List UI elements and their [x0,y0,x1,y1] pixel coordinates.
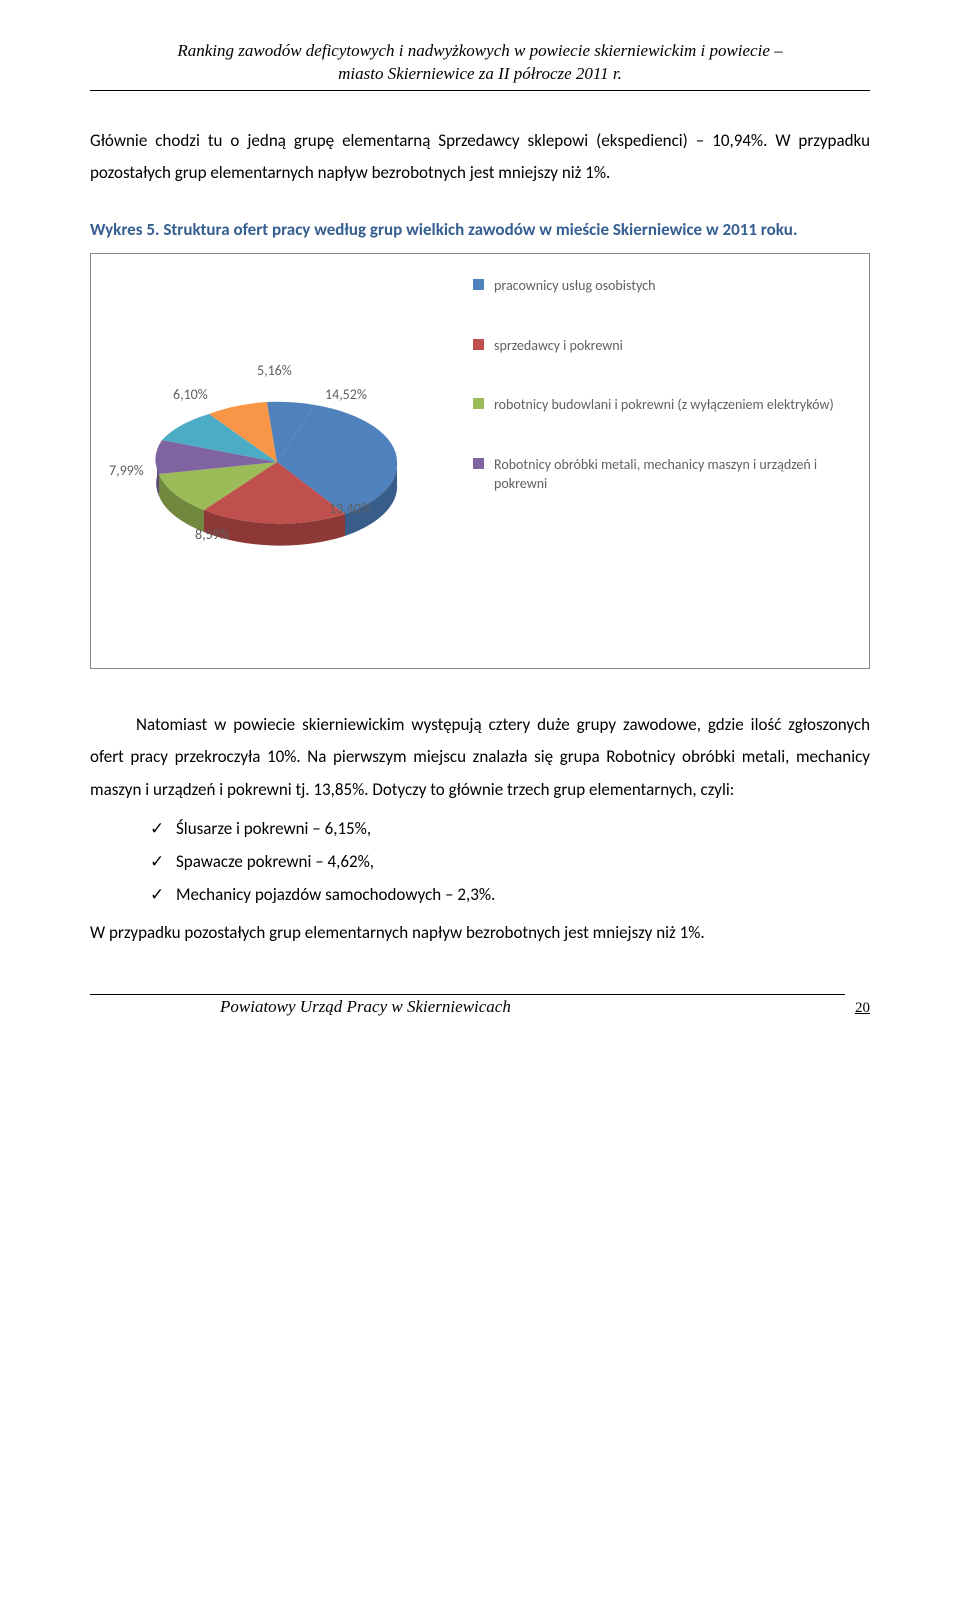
legend-text-2: robotnicy budowlani i pokrewni (z wyłącz… [494,395,834,415]
legend-swatch-2 [473,398,484,409]
page-footer: Powiatowy Urząd Pracy w Skierniewicach 2… [90,994,870,1017]
paragraph-1: Głównie chodzi tu o jedną grupę elementa… [90,125,870,190]
pie-chart: 14,52% 13,40% 8,59% 7,99% 6,10% 5,16% [107,332,447,632]
footer-page: 20 [845,1000,870,1017]
chart-title: Wykres 5. Struktura ofert pracy według g… [166,217,870,243]
chart-title-rest: Struktura ofert pracy według grup wielki… [163,219,797,240]
pie-label-859: 8,59% [195,526,230,543]
chart-title-prefix: Wykres 5. [90,219,163,240]
legend-swatch-1 [473,339,484,350]
bullet-1: Ślusarze i pokrewni – 6,15%, [150,812,870,845]
pie-label-799: 7,99% [109,462,144,479]
legend-item-0: pracownicy usług osobistych [473,276,853,296]
chart-legend: pracownicy usług osobistych sprzedawcy i… [473,272,853,494]
chart-inner: 14,52% 13,40% 8,59% 7,99% 6,10% 5,16% pr… [107,272,853,632]
legend-item-1: sprzedawcy i pokrewni [473,336,853,356]
paragraph-2: Natomiast w powiecie skierniewickim wyst… [90,709,870,806]
header-line1: Ranking zawodów deficytowych i nadwyżkow… [177,41,782,60]
pie-label-1340: 13,40% [329,500,371,517]
legend-text-1: sprzedawcy i pokrewni [494,336,623,356]
legend-swatch-0 [473,279,484,290]
pie-label-1452: 14,52% [325,386,367,403]
header-line2: miasto Skierniewice za II półrocze 2011 … [338,64,622,83]
pie-label-516: 5,16% [257,362,292,379]
legend-item-2: robotnicy budowlani i pokrewni (z wyłącz… [473,395,853,415]
chart-container: 14,52% 13,40% 8,59% 7,99% 6,10% 5,16% pr… [90,253,870,669]
legend-text-3: Robotnicy obróbki metali, mechanicy masz… [494,455,853,494]
paragraph-3: W przypadku pozostałych grup elementarny… [90,917,870,949]
legend-swatch-3 [473,458,484,469]
pie-label-610: 6,10% [173,386,208,403]
report-header: Ranking zawodów deficytowych i nadwyżkow… [90,40,870,91]
legend-text-0: pracownicy usług osobistych [494,276,655,296]
legend-item-3: Robotnicy obróbki metali, mechanicy masz… [473,455,853,494]
bullet-list: Ślusarze i pokrewni – 6,15%, Spawacze po… [150,812,870,911]
footer-org: Powiatowy Urząd Pracy w Skierniewicach [90,994,845,1017]
bullet-2: Spawacze pokrewni – 4,62%, [150,845,870,878]
bullet-3: Mechanicy pojazdów samochodowych – 2,3%. [150,878,870,911]
